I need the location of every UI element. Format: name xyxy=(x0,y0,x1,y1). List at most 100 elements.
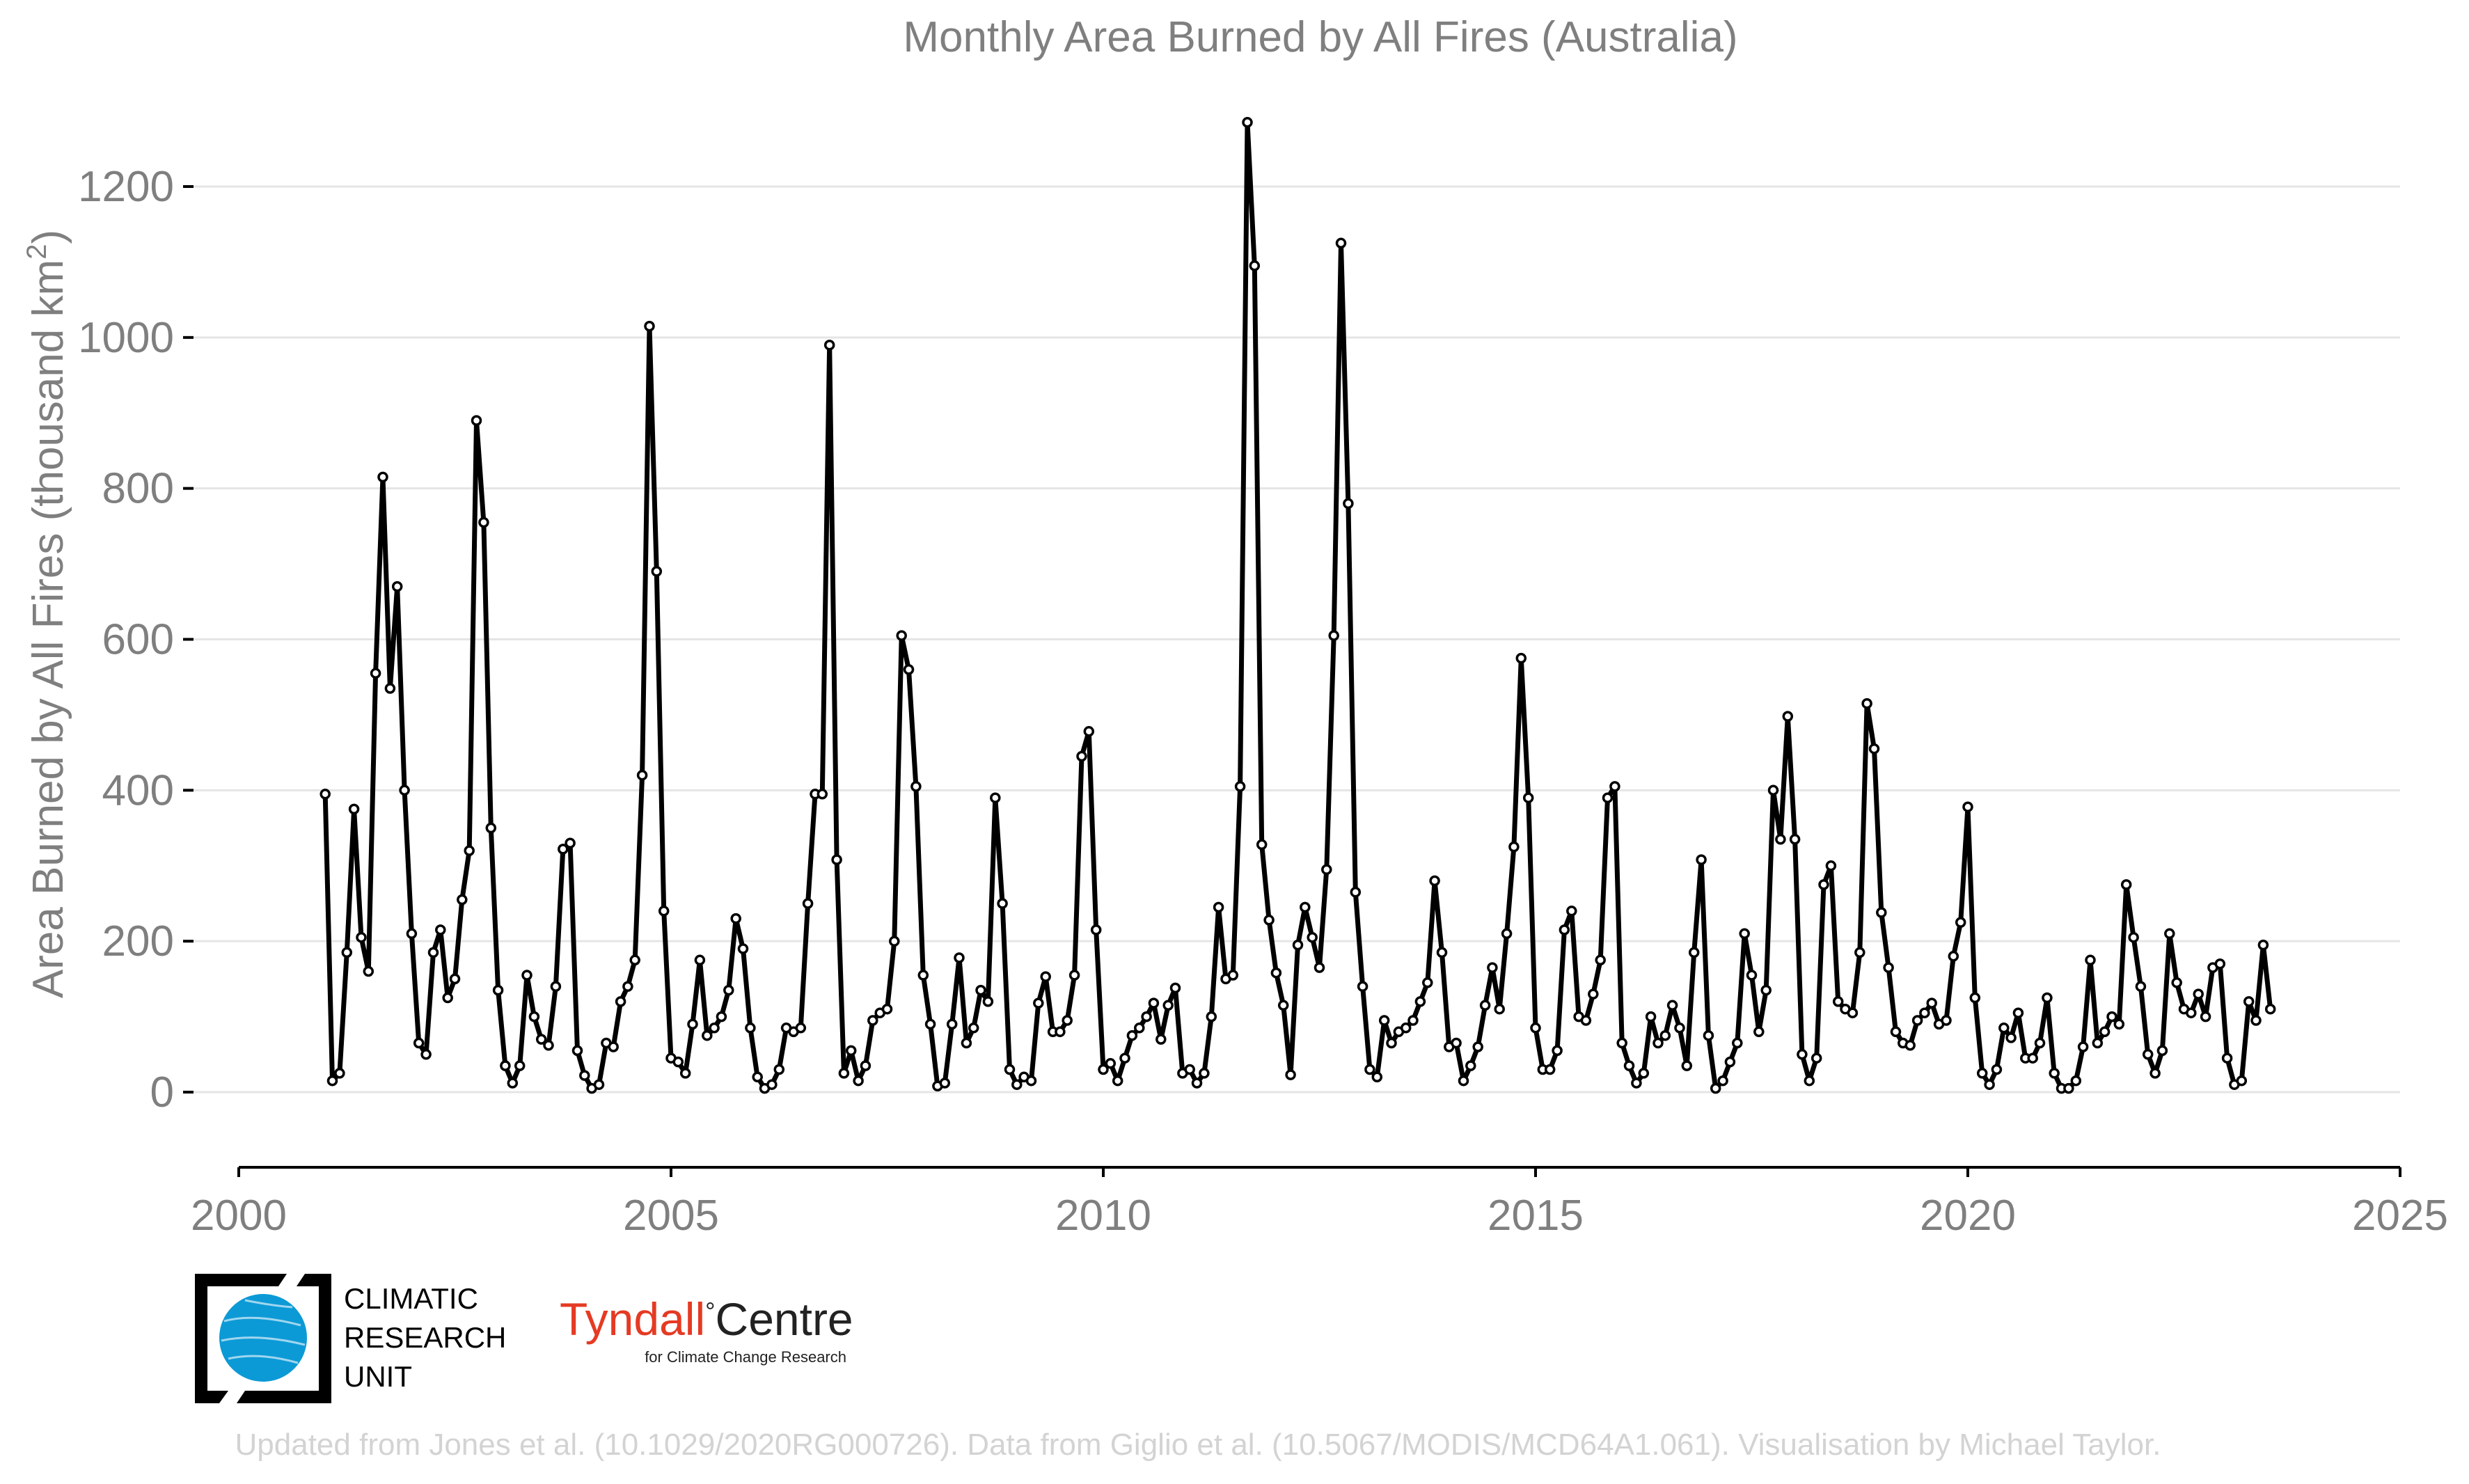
data-point xyxy=(615,996,626,1007)
data-point xyxy=(2200,1011,2211,1023)
data-point xyxy=(1126,1029,1138,1041)
data-point xyxy=(946,1018,958,1030)
x-tick-label: 2015 xyxy=(1488,1192,1584,1240)
cru-logo: CLIMATIC RESEARCH UNIT xyxy=(195,1274,506,1403)
data-point xyxy=(2034,1037,2046,1049)
data-point xyxy=(377,471,388,483)
data-point xyxy=(881,1003,893,1015)
data-point xyxy=(1494,1003,1505,1015)
data-point xyxy=(2005,1032,2017,1043)
data-point xyxy=(1652,1037,1664,1049)
data-point xyxy=(1112,1075,1123,1087)
data-point xyxy=(1616,1037,1627,1049)
data-point xyxy=(356,931,367,943)
data-point xyxy=(2099,1026,2111,1038)
chart-title: Monthly Area Burned by All Fires (Austra… xyxy=(903,13,1737,61)
x-tick-label: 2020 xyxy=(1920,1192,2016,1240)
data-point xyxy=(1292,939,1304,951)
data-point xyxy=(1407,1015,1419,1026)
data-point xyxy=(2236,1075,2248,1087)
data-point xyxy=(2027,1052,2038,1064)
data-point xyxy=(1926,997,1937,1009)
data-point xyxy=(528,1011,540,1023)
data-point xyxy=(1321,864,1332,875)
data-point xyxy=(1941,1015,1952,1026)
data-point xyxy=(1378,1015,1390,1026)
data-point xyxy=(1004,1064,1016,1075)
data-point xyxy=(500,1060,511,1071)
data-point xyxy=(1277,1000,1289,1011)
data-point xyxy=(1797,1049,1808,1060)
data-point xyxy=(2243,996,2255,1007)
data-point xyxy=(1040,971,1051,982)
data-point xyxy=(1350,886,1362,898)
data-point xyxy=(658,906,670,917)
data-point xyxy=(1098,1064,1109,1075)
data-point xyxy=(2186,1007,2197,1018)
data-point xyxy=(1623,1060,1635,1071)
data-point xyxy=(1119,1052,1130,1064)
data-point xyxy=(1645,1011,1657,1023)
data-point xyxy=(1169,982,1181,994)
data-point xyxy=(1904,1040,1916,1051)
data-point xyxy=(1256,839,1268,851)
data-point xyxy=(1998,1023,2010,1034)
data-point xyxy=(1191,1078,1203,1089)
tyndall-wordmark: Tyndall°Centre xyxy=(560,1293,853,1345)
data-point xyxy=(471,415,482,426)
data-point xyxy=(823,339,835,351)
data-point xyxy=(1717,1075,1728,1087)
data-point xyxy=(1458,1075,1469,1087)
data-point xyxy=(1732,1037,1743,1049)
gridlines: 0 200 400 600 800 1000 1200 xyxy=(78,163,2400,1116)
data-point xyxy=(2085,954,2096,966)
tyndall-subtitle: for Climate Change Research xyxy=(645,1348,846,1366)
data-point xyxy=(867,1015,878,1026)
data-point xyxy=(2042,992,2053,1004)
data-point xyxy=(1249,260,1261,271)
y-tick-label: 1000 xyxy=(78,314,174,362)
data-point xyxy=(1883,962,1894,973)
data-point xyxy=(1854,947,1865,958)
data-point xyxy=(1307,931,1318,943)
data-point xyxy=(716,1011,727,1023)
data-point xyxy=(773,1064,785,1075)
data-point xyxy=(1033,997,1044,1009)
data-point xyxy=(1515,652,1527,664)
data-point xyxy=(1991,1064,2003,1075)
data-point xyxy=(2012,1007,2024,1018)
data-point xyxy=(2149,1068,2161,1079)
data-point xyxy=(982,996,994,1007)
data-point xyxy=(384,683,396,694)
data-point xyxy=(1162,1000,1174,1011)
data-point xyxy=(420,1049,432,1060)
data-point xyxy=(2264,1003,2276,1015)
data-point xyxy=(961,1037,972,1049)
data-point xyxy=(1789,834,1801,845)
data-point xyxy=(1501,928,1513,940)
cru-line-3: UNIT xyxy=(344,1360,412,1393)
data-point xyxy=(1479,1000,1491,1011)
y-tick-label: 800 xyxy=(102,465,174,513)
data-point xyxy=(2092,1037,2104,1049)
data-point xyxy=(514,1060,526,1071)
data-point xyxy=(752,1071,763,1083)
y-axis-title: Area Burned by All Fires (thousand km2) xyxy=(22,230,72,998)
data-point xyxy=(745,1023,756,1034)
data-point xyxy=(1782,711,1794,722)
y-axis-title-close: ) xyxy=(24,230,72,244)
data-point xyxy=(1371,1071,1383,1083)
data-point xyxy=(608,1041,619,1052)
data-point xyxy=(1508,841,1520,853)
data-point xyxy=(1948,951,1959,962)
data-point xyxy=(442,992,453,1004)
data-point xyxy=(2171,977,2182,988)
data-point xyxy=(1804,1075,1815,1087)
data-point xyxy=(1068,970,1080,981)
data-point xyxy=(990,792,1001,803)
data-point xyxy=(1760,984,1772,996)
data-point xyxy=(320,789,331,800)
data-point xyxy=(391,581,403,592)
x-tick-label: 2025 xyxy=(2352,1192,2448,1240)
